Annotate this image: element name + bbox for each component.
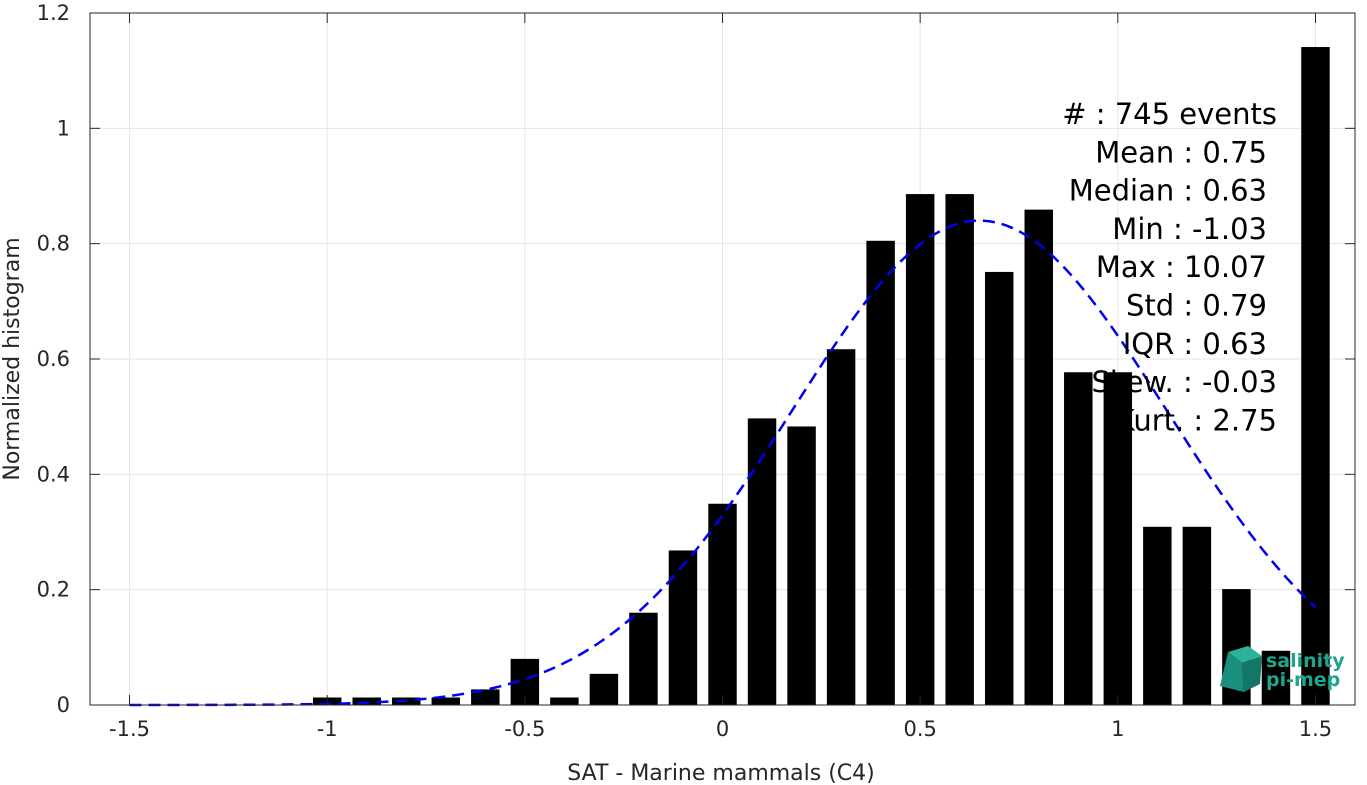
histogram-bar	[747, 418, 777, 705]
histogram-bar	[984, 271, 1014, 705]
y-axis-label: Normalized histogram	[0, 237, 25, 480]
logo-line-1: salinity	[1266, 650, 1345, 672]
x-tick-label: 0.5	[903, 717, 936, 741]
histogram-bar	[629, 612, 658, 705]
y-tick-label: 0.6	[37, 347, 70, 371]
histogram-bar	[589, 673, 619, 705]
stat-annotation: IQR : 0.63	[1123, 327, 1267, 361]
y-tick-label: 1	[57, 116, 70, 140]
histogram-bar	[1024, 209, 1053, 706]
salinity-pimep-logo: salinity pi-mep	[1220, 646, 1345, 692]
histogram-bar	[431, 697, 461, 705]
histogram-bar	[1103, 372, 1133, 705]
histogram-bar	[1301, 47, 1330, 706]
histogram-bar	[471, 689, 500, 705]
x-tick-label: 1	[1111, 717, 1124, 741]
x-tick-label: 0	[716, 717, 729, 741]
stats-annotations: # : 745 events Mean : 0.75 Median : 0.63 Mi…	[1062, 97, 1277, 437]
histogram-bar	[1182, 526, 1212, 705]
stat-annotation: Mean : 0.75	[1095, 135, 1267, 169]
cube-logo-icon	[1220, 646, 1262, 692]
stat-annotation: Max : 10.07	[1096, 250, 1267, 284]
histogram-bar	[1064, 372, 1093, 705]
histogram-bar	[550, 697, 579, 705]
y-tick-label: 0.2	[37, 578, 70, 602]
x-tick-label: -1.5	[109, 717, 150, 741]
tick-labels: -1.5 -1 -0.5 0 0.5 1 1.5 0 0.2 0.4 0.6 0.8 1 1.2	[37, 1, 1333, 741]
stat-annotation: Min : -1.03	[1112, 212, 1267, 246]
y-tick-label: 0.4	[37, 462, 70, 486]
y-tick-label: 1.2	[37, 1, 70, 25]
stat-annotation: Std : 0.79	[1126, 289, 1267, 323]
stat-annotation: Median : 0.63	[1069, 174, 1267, 208]
histogram-bar	[708, 503, 737, 705]
x-axis-label: SAT - Marine mammals (C4)	[567, 761, 875, 785]
histogram-bar	[1261, 650, 1291, 705]
histogram-bar	[787, 426, 816, 705]
histogram-bar	[826, 349, 856, 705]
x-tick-label: 1.5	[1299, 717, 1332, 741]
logo-line-2: pi-mep	[1266, 669, 1340, 691]
histogram-bars	[312, 47, 1330, 706]
stat-annotation: Kurt. : 2.75	[1116, 403, 1277, 437]
stat-annotation: # : 745 events	[1062, 97, 1277, 131]
y-tick-label: 0	[57, 693, 70, 717]
stat-annotation: Skew. : -0.03	[1091, 365, 1277, 399]
y-tick-label: 0.8	[37, 232, 70, 256]
x-tick-label: -1	[317, 717, 338, 741]
x-tick-label: -0.5	[504, 717, 545, 741]
histogram-bar	[1143, 526, 1172, 705]
histogram-bar	[668, 550, 698, 705]
histogram-bar	[905, 194, 935, 705]
histogram-bar	[866, 240, 895, 706]
axes-frame	[89, 12, 1356, 706]
histogram-bar	[945, 194, 974, 705]
histogram-bar	[352, 697, 381, 705]
